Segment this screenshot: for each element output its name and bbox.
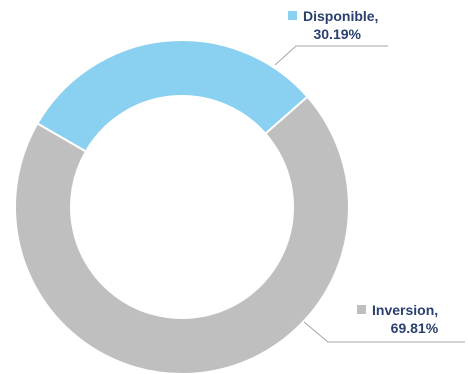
legend-swatch-disponible: [288, 11, 297, 20]
slice-value-disponible: 30.19%: [313, 26, 361, 42]
leader-line-disponible: [274, 45, 388, 66]
slice-value-inversion: 69.81%: [390, 320, 439, 336]
slice-label-inversion: Inversion, 69.81%: [357, 301, 438, 337]
legend-swatch-inversion: [357, 305, 366, 314]
donut-slice-inversion: [14, 95, 350, 374]
leader-lines: [274, 45, 465, 343]
slice-name-disponible: Disponible,: [303, 8, 379, 24]
donut-slices: [14, 39, 350, 374]
leader-line-inversion: [303, 321, 465, 343]
slice-name-inversion: Inversion,: [372, 302, 439, 318]
donut-slice-disponible: [36, 39, 309, 153]
slice-label-disponible: Disponible, 30.19%: [288, 7, 378, 43]
